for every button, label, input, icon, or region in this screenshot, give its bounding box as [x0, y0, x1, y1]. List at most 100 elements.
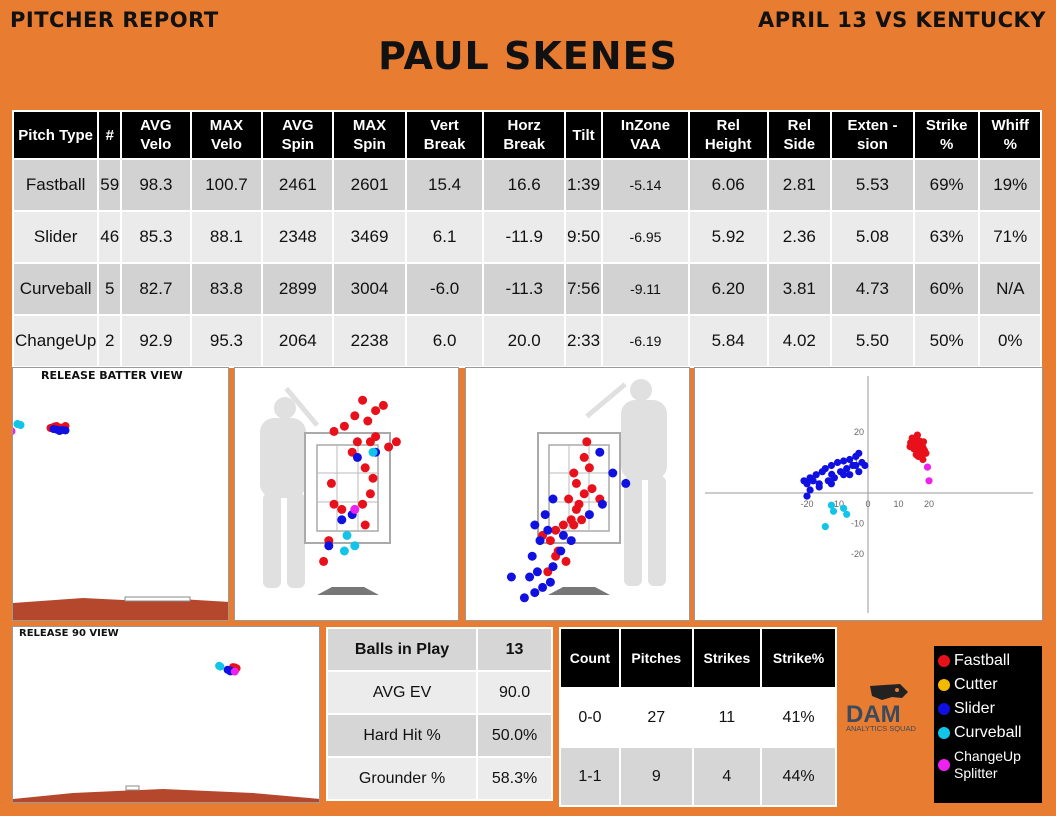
pitch-point — [13, 427, 16, 435]
pitch-table-header: Strike % — [914, 112, 979, 158]
batter-silhouette — [260, 386, 320, 588]
pitch-table-cell: 98.3 — [122, 160, 190, 210]
pitch-point — [230, 667, 239, 676]
pitch-table-cell: 4.02 — [768, 316, 831, 366]
pitch-table-cell: 2 — [99, 316, 121, 366]
pitch-point — [384, 442, 394, 452]
pitch-point — [913, 431, 921, 439]
strike-zone-panel-b — [465, 367, 690, 621]
pitch-table-cell: 19% — [980, 160, 1040, 210]
pitch-point — [363, 416, 373, 426]
pitch-point — [358, 395, 368, 405]
legend-label: ChangeUp Splitter — [954, 748, 1021, 781]
count-table-cell: 41% — [782, 708, 815, 726]
count-table-row: 1-1 9 4 44% — [561, 748, 835, 805]
pitch-point — [846, 455, 854, 464]
pitch-table-cell: 16.6 — [484, 160, 564, 210]
pitch-table-row: Curveball 5 82.7 83.8 2899 3004 -6.0 -11.3 7:56-… — [14, 264, 1040, 314]
pitch-point — [569, 468, 579, 478]
pitch-table-cell: 4.73 — [832, 264, 913, 314]
count-table-cell: 9 — [620, 748, 692, 805]
pitch-table-header: Horz Break — [484, 112, 564, 158]
pitch-point — [827, 501, 835, 509]
logo-text: DAM — [846, 701, 901, 728]
home-plate — [317, 587, 379, 595]
pitch-point — [545, 577, 555, 587]
pitch-table-cell: 0% — [980, 316, 1040, 366]
pitch-point — [843, 510, 851, 518]
pitch-point — [54, 426, 62, 434]
count-table: Count Pitches Strikes Strike% 0-0 27 11 41% 1-1… — [559, 627, 837, 807]
release-batter-view-panel: RELEASE BATTER VIEW — [12, 367, 229, 621]
pitch-point — [352, 452, 362, 462]
pitch-point — [360, 463, 370, 473]
count-table-header: Pitches — [620, 629, 692, 687]
strike-zone-inner — [316, 444, 379, 532]
pitch-table-cell: 85.3 — [122, 212, 190, 262]
pitch-point — [378, 400, 388, 410]
pitch-point — [906, 443, 914, 451]
pitch-table-row: Fastball 59 98.3 100.7 2461 2601 15.4 16.6 1:39-… — [14, 160, 1040, 210]
pitch-point — [830, 474, 838, 482]
pitch-point — [621, 478, 631, 488]
pitch-point — [855, 449, 863, 457]
pitch-point — [548, 494, 558, 504]
pitch-point — [919, 438, 928, 446]
pitch-point — [319, 556, 329, 566]
pitch-table-cell: -11.3 — [484, 264, 564, 314]
balls-in-play-table: Balls in Play 13 AVG EV 90.0 Hard Hit % 50.0%… — [326, 627, 553, 801]
pitch-point — [812, 471, 820, 479]
pitch-table-cell: 3469 — [334, 212, 405, 262]
report-header-left: PITCHER REPORT — [10, 8, 219, 32]
pitch-table-cell: 9:50 — [565, 212, 602, 262]
pitch-point — [543, 525, 553, 535]
pitch-table-cell: 2064 — [263, 316, 333, 366]
pitch-point — [809, 477, 817, 485]
x-tick-label: 20 — [924, 499, 934, 509]
pitch-point — [564, 494, 574, 504]
pitch-table-cell: 2.36 — [768, 212, 831, 262]
pitch-table-cell: -6.0 — [406, 264, 483, 314]
pitch-table-header: InZone VAA — [603, 112, 688, 158]
pitch-point — [558, 530, 568, 540]
pitch-table-cell: 92.9 — [122, 316, 190, 366]
pitch-table-cell: 88.1 — [191, 212, 262, 262]
pitch-point — [579, 452, 589, 462]
pitch-point — [595, 447, 605, 457]
pitch-table-header: Rel Side — [768, 112, 831, 158]
pitch-point — [821, 523, 829, 531]
count-table-header: Strikes — [693, 629, 761, 687]
pitch-table-cell: 5.84 — [689, 316, 767, 366]
pitch-point — [358, 499, 368, 509]
movement-plot-panel: -20-10010202010-10-20 — [694, 367, 1043, 621]
pitch-point — [925, 477, 933, 485]
legend-label: Slider — [954, 700, 995, 717]
pitch-point — [337, 504, 347, 514]
pitcher-name: PAUL SKENES — [378, 34, 678, 78]
pitch-table-cell: ChangeUp — [14, 316, 98, 366]
pitch-point — [350, 504, 360, 514]
pitch-point — [821, 465, 829, 473]
mound-shape — [13, 598, 228, 620]
bip-value: 90.0 — [478, 672, 551, 713]
pitch-point — [16, 421, 25, 429]
bip-row: Balls in Play 13 — [328, 629, 551, 670]
x-tick-label: 10 — [893, 499, 903, 509]
pitch-point — [569, 520, 579, 530]
pitch-table-cell: 2.81 — [768, 160, 831, 210]
beaver-logo-icon: DAM ANALYTICS SQUAD — [846, 684, 916, 733]
strike-zone-chart-a — [260, 386, 401, 595]
pitch-table-cell: N/A — [980, 264, 1040, 314]
legend-item: Cutter — [938, 676, 1042, 693]
pitch-point — [525, 572, 535, 582]
legend-swatch — [938, 702, 950, 715]
movement-plot-chart: -20-10010202010-10-20 — [705, 376, 1033, 613]
legend-label: Fastball — [954, 652, 1011, 669]
pitch-point — [506, 572, 516, 582]
y-tick-label: -10 — [851, 519, 864, 529]
pitch-table-cell: 6.0 — [406, 316, 483, 366]
pitch-table-header: Whiff % — [980, 112, 1040, 158]
pitch-table-cell: 5.92 — [689, 212, 767, 262]
pitch-point — [329, 499, 339, 509]
pitch-point — [342, 530, 352, 540]
